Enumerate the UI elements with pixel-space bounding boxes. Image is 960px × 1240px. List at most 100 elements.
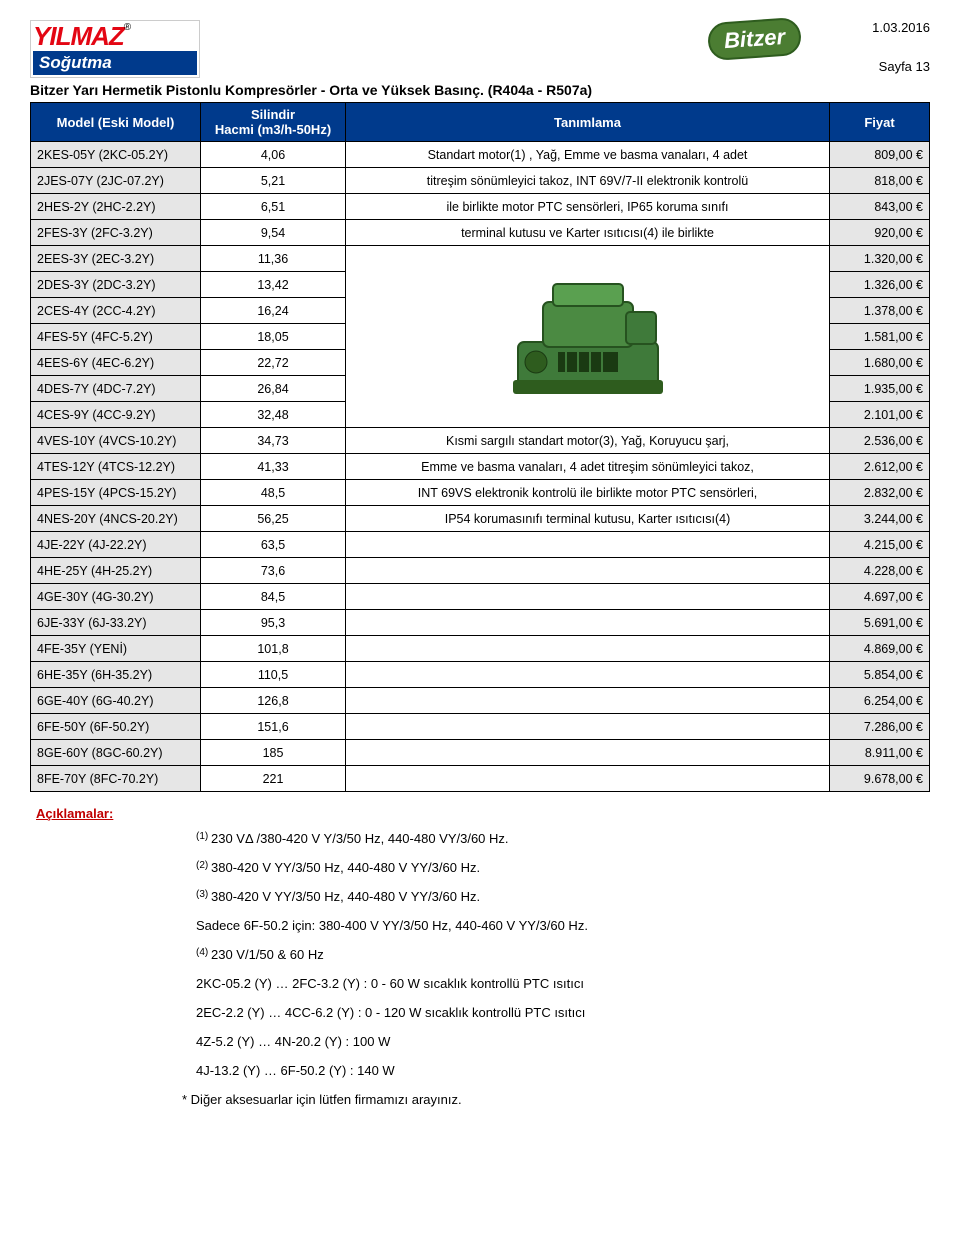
table-row: 2JES-07Y (2JC-07.2Y)5,21titreşim sönümle… <box>31 168 930 194</box>
brand-reg: ® <box>124 22 130 33</box>
note-line: (3) 380-420 V YY/3/50 Hz, 440-480 V YY/3… <box>196 889 930 904</box>
cell-model: 6JE-33Y (6J-33.2Y) <box>31 610 201 636</box>
cell-desc: Kısmi sargılı standart motor(3), Yağ, Ko… <box>346 428 830 454</box>
cell-price: 1.326,00 € <box>830 272 930 298</box>
cell-price: 843,00 € <box>830 194 930 220</box>
cell-price: 8.911,00 € <box>830 740 930 766</box>
cell-desc: Emme ve basma vanaları, 4 adet titreşim … <box>346 454 830 480</box>
cell-desc: titreşim sönümleyici takoz, INT 69V/7-II… <box>346 168 830 194</box>
table-row: 6HE-35Y (6H-35.2Y)110,55.854,00 € <box>31 662 930 688</box>
cell-silindir: 73,6 <box>201 558 346 584</box>
note-line: Sadece 6F-50.2 için: 380-400 V YY/3/50 H… <box>196 918 930 933</box>
cell-desc: terminal kutusu ve Karter ısıtıcısı(4) i… <box>346 220 830 246</box>
cell-model: 4HE-25Y (4H-25.2Y) <box>31 558 201 584</box>
col-silindir-l1: Silindir <box>207 107 339 122</box>
notes-section: Açıklamalar: (1) 230 VΔ /380-420 V Y/3/5… <box>30 806 930 1107</box>
table-row: 2EES-3Y (2EC-3.2Y)11,361.320,00 € <box>31 246 930 272</box>
cell-price: 4.215,00 € <box>830 532 930 558</box>
table-row: 4HE-25Y (4H-25.2Y)73,6 4.228,00 € <box>31 558 930 584</box>
cell-model: 4DES-7Y (4DC-7.2Y) <box>31 376 201 402</box>
cell-model: 2HES-2Y (2HC-2.2Y) <box>31 194 201 220</box>
cell-price: 9.678,00 € <box>830 766 930 792</box>
table-row: 4TES-12Y (4TCS-12.2Y)41,33Emme ve basma … <box>31 454 930 480</box>
page-title: Bitzer Yarı Hermetik Pistonlu Kompresörl… <box>30 82 700 98</box>
note-line: 4Z-5.2 (Y) … 4N-20.2 (Y) : 100 W <box>196 1034 930 1049</box>
cell-model: 8FE-70Y (8FC-70.2Y) <box>31 766 201 792</box>
brand-subtext: Soğutma <box>33 51 197 75</box>
note-line: (4) 230 V/1/50 & 60 Hz <box>196 947 930 962</box>
col-tanimlama-header: Tanımlama <box>346 103 830 142</box>
cell-compressor-image <box>346 246 830 428</box>
cell-model: 4NES-20Y (4NCS-20.2Y) <box>31 506 201 532</box>
cell-silindir: 16,24 <box>201 298 346 324</box>
cell-silindir: 48,5 <box>201 480 346 506</box>
cell-silindir: 18,05 <box>201 324 346 350</box>
col-fiyat-header: Fiyat <box>830 103 930 142</box>
page-header: YILMAZ® Soğutma Bitzer Yarı Hermetik Pis… <box>30 20 930 98</box>
cell-silindir: 110,5 <box>201 662 346 688</box>
cell-model: 6GE-40Y (6G-40.2Y) <box>31 688 201 714</box>
note-line: 4J-13.2 (Y) … 6F-50.2 (Y) : 140 W <box>196 1063 930 1078</box>
cell-price: 1.378,00 € <box>830 298 930 324</box>
note-line: 2KC-05.2 (Y) … 2FC-3.2 (Y) : 0 - 60 W sı… <box>196 976 930 991</box>
cell-desc: IP54 korumasınıfı terminal kutusu, Karte… <box>346 506 830 532</box>
cell-desc <box>346 662 830 688</box>
col-silindir-l2: Hacmi (m3/h-50Hz) <box>207 122 339 137</box>
table-row: 4NES-20Y (4NCS-20.2Y)56,25IP54 korumasın… <box>31 506 930 532</box>
table-row: 8FE-70Y (8FC-70.2Y)221 9.678,00 € <box>31 766 930 792</box>
cell-price: 2.101,00 € <box>830 402 930 428</box>
page-number: Sayfa 13 <box>810 59 930 74</box>
cell-desc <box>346 532 830 558</box>
cell-price: 1.680,00 € <box>830 350 930 376</box>
cell-silindir: 221 <box>201 766 346 792</box>
cell-silindir: 56,25 <box>201 506 346 532</box>
note-line: (2) 380-420 V YY/3/50 Hz, 440-480 V YY/3… <box>196 860 930 875</box>
cell-price: 4.228,00 € <box>830 558 930 584</box>
table-row: 2FES-3Y (2FC-3.2Y)9,54terminal kutusu ve… <box>31 220 930 246</box>
cell-price: 809,00 € <box>830 142 930 168</box>
cell-model: 2DES-3Y (2DC-3.2Y) <box>31 272 201 298</box>
bitzer-logo: Bitzer <box>707 17 803 61</box>
cell-silindir: 4,06 <box>201 142 346 168</box>
table-row: 2KES-05Y (2KC-05.2Y)4,06Standart motor(1… <box>31 142 930 168</box>
cell-silindir: 5,21 <box>201 168 346 194</box>
cell-model: 4PES-15Y (4PCS-15.2Y) <box>31 480 201 506</box>
cell-price: 1.581,00 € <box>830 324 930 350</box>
cell-silindir: 84,5 <box>201 584 346 610</box>
cell-silindir: 41,33 <box>201 454 346 480</box>
cell-silindir: 13,42 <box>201 272 346 298</box>
cell-desc: Standart motor(1) , Yağ, Emme ve basma v… <box>346 142 830 168</box>
brand-logo-text: YILMAZ <box>33 21 124 51</box>
cell-price: 920,00 € <box>830 220 930 246</box>
cell-silindir: 34,73 <box>201 428 346 454</box>
cell-silindir: 32,48 <box>201 402 346 428</box>
compressor-icon <box>488 262 688 412</box>
cell-desc <box>346 558 830 584</box>
note-line: 2EC-2.2 (Y) … 4CC-6.2 (Y) : 0 - 120 W sı… <box>196 1005 930 1020</box>
cell-silindir: 26,84 <box>201 376 346 402</box>
cell-desc <box>346 688 830 714</box>
cell-model: 4FES-5Y (4FC-5.2Y) <box>31 324 201 350</box>
cell-model: 8GE-60Y (8GC-60.2Y) <box>31 740 201 766</box>
table-header-row: Model (Eski Model) Silindir Hacmi (m3/h-… <box>31 103 930 142</box>
cell-model: 2FES-3Y (2FC-3.2Y) <box>31 220 201 246</box>
price-table: Model (Eski Model) Silindir Hacmi (m3/h-… <box>30 102 930 792</box>
notes-title: Açıklamalar: <box>36 806 930 821</box>
brand-logo: YILMAZ® Soğutma <box>30 20 200 78</box>
note-line: * Diğer aksesuarlar için lütfen firmamız… <box>182 1092 930 1107</box>
cell-model: 6HE-35Y (6H-35.2Y) <box>31 662 201 688</box>
table-row: 6JE-33Y (6J-33.2Y)95,35.691,00 € <box>31 610 930 636</box>
table-row: 4FE-35Y (YENİ)101,84.869,00 € <box>31 636 930 662</box>
table-row: 4GE-30Y (4G-30.2Y)84,54.697,00 € <box>31 584 930 610</box>
cell-desc: ile birlikte motor PTC sensörleri, IP65 … <box>346 194 830 220</box>
note-line: (1) 230 VΔ /380-420 V Y/3/50 Hz, 440-480… <box>196 831 930 846</box>
cell-silindir: 151,6 <box>201 714 346 740</box>
cell-silindir: 95,3 <box>201 610 346 636</box>
col-silindir-header: Silindir Hacmi (m3/h-50Hz) <box>201 103 346 142</box>
cell-model: 2CES-4Y (2CC-4.2Y) <box>31 298 201 324</box>
cell-model: 4GE-30Y (4G-30.2Y) <box>31 584 201 610</box>
cell-price: 7.286,00 € <box>830 714 930 740</box>
cell-price: 6.254,00 € <box>830 688 930 714</box>
cell-price: 3.244,00 € <box>830 506 930 532</box>
cell-model: 6FE-50Y (6F-50.2Y) <box>31 714 201 740</box>
